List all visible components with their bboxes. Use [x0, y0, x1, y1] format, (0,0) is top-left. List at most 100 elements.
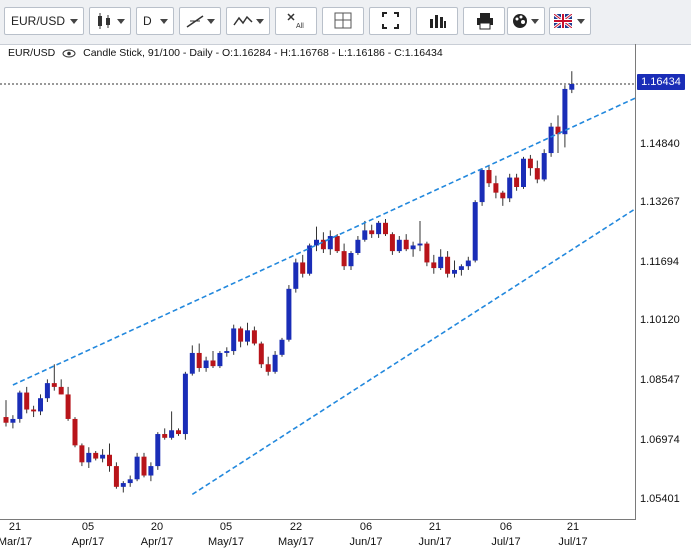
candle-body	[17, 392, 23, 419]
time-tick-month: Mar/17	[0, 536, 33, 548]
candle-body	[93, 452, 99, 459]
chevron-down-icon	[207, 19, 215, 24]
chevron-down-icon	[256, 19, 264, 24]
price-label: 1.13267	[640, 196, 680, 208]
language-selector[interactable]	[549, 7, 591, 35]
indicators-button[interactable]	[226, 7, 270, 35]
chevron-down-icon	[70, 19, 78, 24]
candle-body	[162, 434, 168, 438]
candle-body	[155, 434, 161, 467]
remove-all-button[interactable]: All	[275, 7, 317, 35]
candle-body	[424, 243, 430, 263]
candle-body	[258, 343, 264, 365]
time-tick-month: Apr/17	[140, 536, 174, 548]
upper-channel-line	[12, 96, 636, 386]
candle-body	[369, 230, 375, 235]
symbol-selector[interactable]: EUR/USD	[4, 7, 84, 35]
candle-body	[120, 483, 126, 487]
candle-body	[176, 430, 181, 435]
candle-body	[265, 364, 271, 372]
candle-body	[51, 383, 57, 387]
candle-body	[527, 158, 533, 169]
price-label: 1.10120	[640, 314, 680, 326]
chart-legend: EUR/USD Candle Stick, 91/100 - Daily - O…	[8, 47, 443, 59]
time-tick-day: 21	[428, 521, 442, 533]
candle-body	[3, 417, 9, 423]
time-tick-day: 06	[499, 521, 513, 533]
current-price-tag: 1.16434	[637, 74, 685, 90]
candle-body	[362, 230, 368, 240]
candle-body	[341, 251, 347, 267]
symbol-label: EUR/USD	[11, 14, 66, 28]
theme-button[interactable]	[507, 7, 545, 35]
candle-body	[24, 392, 30, 410]
candle-body	[486, 170, 492, 184]
time-tick-month: Jul/17	[558, 536, 588, 548]
chart-type-button[interactable]	[89, 7, 131, 35]
candle-body	[562, 88, 568, 135]
candle-body	[134, 456, 140, 480]
candle-body	[438, 256, 444, 269]
candle-body	[196, 352, 202, 369]
fullscreen-button[interactable]	[369, 7, 411, 35]
candle-body	[458, 266, 464, 270]
palette-icon	[513, 14, 527, 28]
candle-body	[541, 153, 547, 180]
time-tick-month: May/17	[277, 536, 315, 548]
candle-body	[555, 126, 561, 135]
candle-body	[445, 256, 451, 274]
candle-body	[493, 183, 499, 193]
candle-body	[148, 466, 154, 476]
price-chart[interactable]	[0, 44, 636, 520]
crosshair-button[interactable]	[322, 7, 364, 35]
candle-body	[141, 456, 147, 476]
chevron-down-icon	[531, 19, 539, 24]
price-label: 1.05401	[640, 493, 680, 505]
draw-tools-button[interactable]	[179, 7, 221, 35]
time-tick-day: 05	[81, 521, 95, 533]
candle-body	[72, 418, 78, 446]
period-label: D	[143, 14, 152, 28]
eye-icon[interactable]	[62, 49, 76, 58]
candle-body	[245, 330, 250, 342]
time-tick-month: Jul/17	[491, 536, 521, 548]
candle-body	[479, 170, 485, 203]
plot-area[interactable]	[0, 44, 636, 520]
time-tick-month: May/17	[207, 536, 245, 548]
remove-all-icon: All	[287, 13, 304, 30]
candlestick-icon	[98, 13, 110, 29]
print-button[interactable]	[463, 7, 505, 35]
time-tick-day: 06	[359, 521, 373, 533]
candle-body	[500, 192, 506, 199]
candle-body	[272, 354, 278, 372]
candle-body	[217, 352, 223, 367]
candle-body	[300, 262, 306, 274]
volume-button[interactable]	[416, 7, 458, 35]
line-draw-icon	[186, 15, 204, 28]
indicator-icon	[233, 15, 253, 26]
candle-body	[189, 352, 195, 374]
chevron-down-icon	[160, 19, 168, 24]
candle-body	[113, 466, 119, 487]
chevron-down-icon	[117, 19, 125, 24]
chevron-down-icon	[577, 19, 585, 24]
candle-body	[320, 239, 326, 250]
candle-body	[100, 454, 106, 459]
uk-flag-icon	[554, 14, 572, 28]
candle-body	[107, 454, 112, 467]
time-tick-day: 20	[150, 521, 164, 533]
candle-body	[355, 239, 361, 253]
time-tick-day: 21	[8, 521, 22, 533]
candle-body	[38, 398, 43, 412]
price-axis[interactable]	[637, 44, 691, 520]
legend-symbol: EUR/USD	[8, 47, 56, 59]
volume-bars-icon	[430, 15, 446, 28]
candle-body	[417, 243, 423, 246]
candle-body	[224, 351, 230, 353]
candle-body	[79, 445, 85, 463]
candle-body	[169, 430, 175, 438]
candle-body	[452, 269, 457, 274]
period-selector[interactable]: D	[136, 7, 174, 35]
legend-description: Candle Stick, 91/100 - Daily - O:1.16284…	[83, 47, 443, 59]
candle-body	[472, 202, 478, 261]
